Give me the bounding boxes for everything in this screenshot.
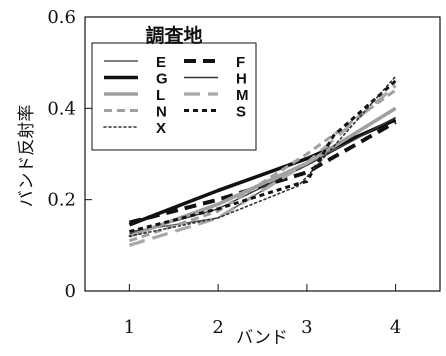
series-line-n <box>128 88 397 243</box>
legend-label-n: N <box>156 104 167 121</box>
legend-label-l: L <box>156 87 165 104</box>
y-axis-title-group: バンド反射率 <box>17 105 37 208</box>
y-tick-label: 0 <box>65 281 76 302</box>
legend-label-e: E <box>156 54 166 71</box>
x-tick-label: 4 <box>390 317 401 338</box>
y-tick-label: 0.6 <box>47 7 76 28</box>
series-line-x <box>128 75 397 237</box>
y-tick-label: 0.4 <box>47 98 76 119</box>
legend-box <box>91 42 257 151</box>
legend: 調査地 E F G H L M N S X <box>91 24 257 151</box>
legend-label-x: X <box>156 120 166 137</box>
legend-label-m: M <box>236 87 249 104</box>
x-axis-ticks: 1 2 3 4 <box>124 284 401 338</box>
series-line-m <box>128 84 397 247</box>
legend-items: E F G H L M N S X <box>103 54 249 137</box>
x-axis-title: バンド <box>236 328 288 348</box>
x-tick-label: 2 <box>212 317 223 338</box>
y-axis-ticks: 0 0.2 0.4 0.6 <box>47 7 92 302</box>
legend-title: 調査地 <box>145 24 202 47</box>
legend-label-s: S <box>236 104 246 121</box>
series-line-g <box>128 118 397 227</box>
y-tick-label: 0.2 <box>47 190 76 211</box>
plot-frame <box>84 16 441 292</box>
x-tick-label: 3 <box>301 317 312 338</box>
legend-label-g: G <box>156 71 168 88</box>
x-tick-label: 1 <box>124 317 135 338</box>
plot-area <box>84 16 441 292</box>
legend-label-h: H <box>236 71 247 88</box>
series-line-f <box>128 120 397 225</box>
series-line-s <box>129 79 397 234</box>
y-axis-title: バンド反射率 <box>17 105 37 208</box>
legend-label-f: F <box>236 54 245 71</box>
series-lines <box>128 75 397 247</box>
